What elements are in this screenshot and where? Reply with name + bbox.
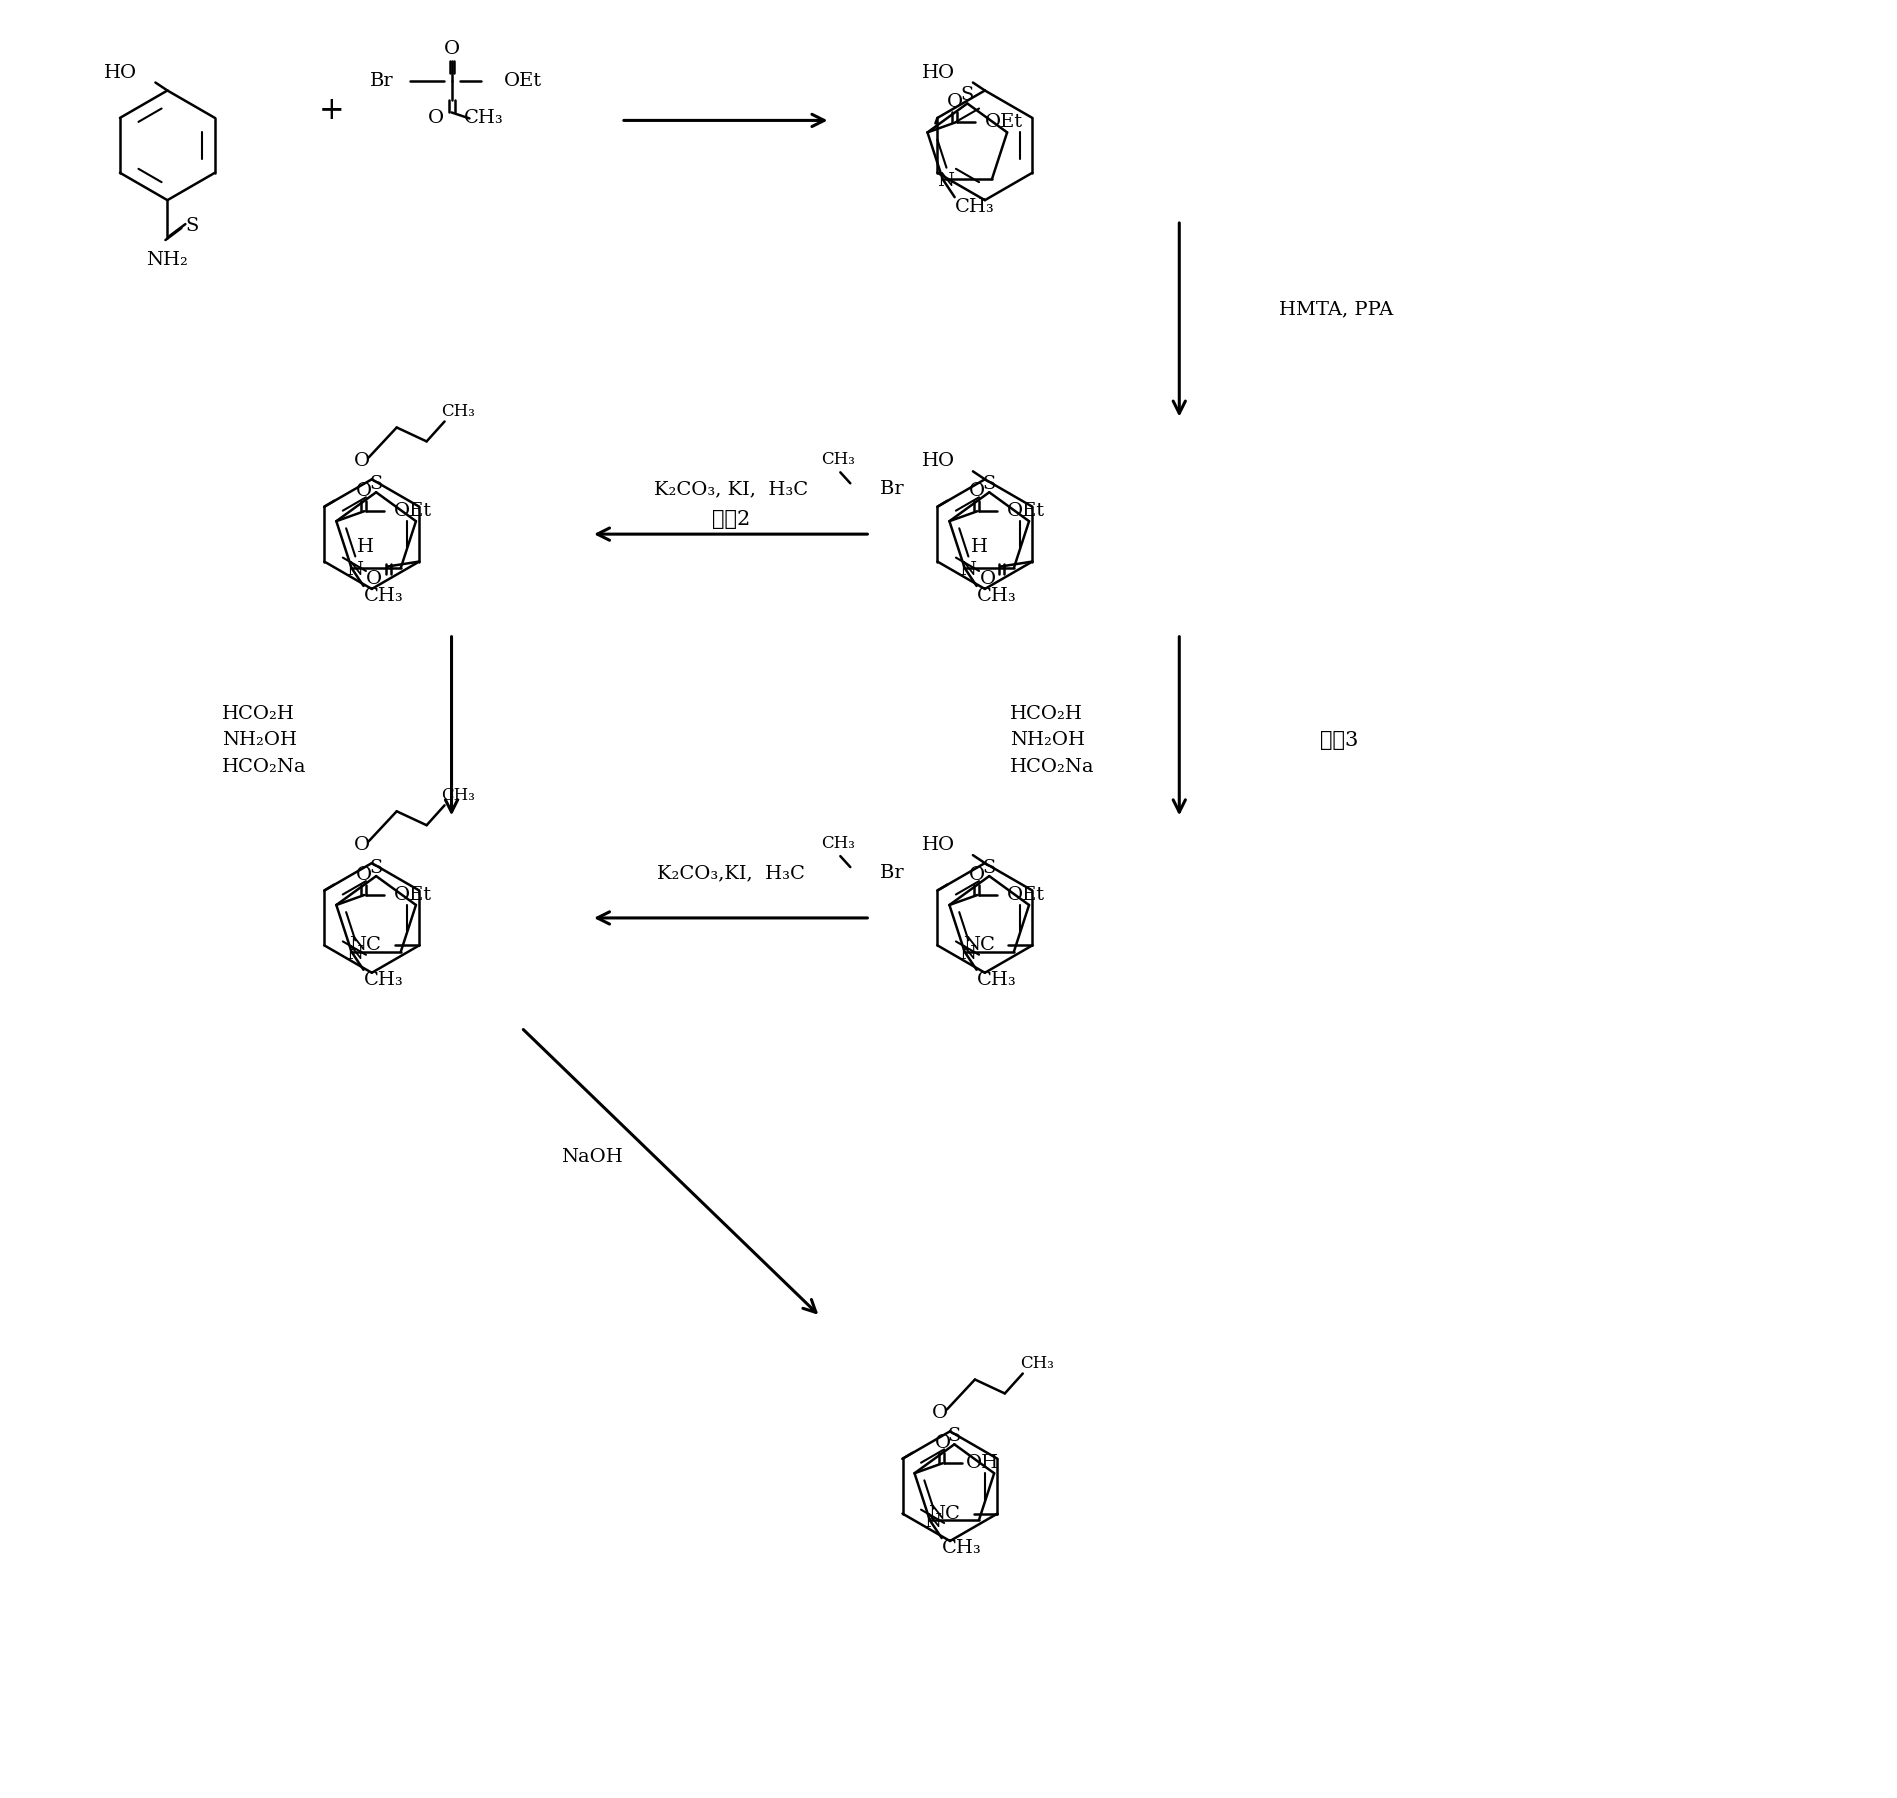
Text: OEt: OEt <box>503 72 541 90</box>
Text: CH₃: CH₃ <box>364 971 404 989</box>
Text: NC: NC <box>928 1505 960 1523</box>
Text: HO: HO <box>922 63 954 81</box>
Text: NH₂OH: NH₂OH <box>1009 732 1085 750</box>
Text: O: O <box>931 1404 948 1422</box>
Text: N: N <box>345 944 362 964</box>
Text: N: N <box>958 561 975 579</box>
Text: K₂CO₃, KI,  H₃C: K₂CO₃, KI, H₃C <box>654 480 808 498</box>
Text: Br: Br <box>856 480 903 498</box>
Text: S: S <box>186 218 199 236</box>
Text: N: N <box>937 173 954 191</box>
Text: OH: OH <box>966 1455 1000 1473</box>
Text: OEt: OEt <box>395 886 433 904</box>
Text: O: O <box>969 482 985 500</box>
Text: HCO₂Na: HCO₂Na <box>222 759 307 777</box>
Text: Br: Br <box>370 72 395 90</box>
Text: H: H <box>357 538 374 556</box>
Text: Br: Br <box>856 865 903 883</box>
Text: OEt: OEt <box>395 502 433 520</box>
Text: CH₃: CH₃ <box>941 1539 981 1557</box>
Text: N: N <box>958 944 975 964</box>
Text: NaOH: NaOH <box>562 1149 622 1167</box>
Text: HO: HO <box>922 836 954 854</box>
Text: NH₂OH: NH₂OH <box>222 732 298 750</box>
Text: OEt: OEt <box>985 113 1024 131</box>
Text: H: H <box>971 538 988 556</box>
Text: HCO₂Na: HCO₂Na <box>1009 759 1095 777</box>
Text: +: + <box>319 95 345 126</box>
Text: CH₃: CH₃ <box>977 586 1017 604</box>
Text: HCO₂H: HCO₂H <box>222 705 296 723</box>
Text: S: S <box>948 1428 962 1446</box>
Text: O: O <box>353 453 370 471</box>
Text: O: O <box>979 570 996 588</box>
Text: NC: NC <box>962 937 994 955</box>
Text: CH₃: CH₃ <box>821 451 856 467</box>
Text: K₂CO₃,KI,  H₃C: K₂CO₃,KI, H₃C <box>656 865 804 883</box>
Text: CH₃: CH₃ <box>364 586 404 604</box>
Text: S: S <box>983 859 996 877</box>
Text: CH₃: CH₃ <box>954 198 994 216</box>
Text: HO: HO <box>104 63 137 81</box>
Text: OEt: OEt <box>1007 886 1045 904</box>
Text: CH₃: CH₃ <box>442 788 476 804</box>
Text: NH₂: NH₂ <box>146 252 188 270</box>
Text: CH₃: CH₃ <box>463 110 503 128</box>
Text: O: O <box>935 1435 950 1453</box>
Text: S: S <box>370 859 383 877</box>
Text: O: O <box>366 570 383 588</box>
Text: O: O <box>427 110 444 128</box>
Text: OEt: OEt <box>1007 502 1045 520</box>
Text: CH₃: CH₃ <box>977 971 1017 989</box>
Text: HO: HO <box>922 453 954 471</box>
Text: HCO₂H: HCO₂H <box>1009 705 1083 723</box>
Text: NC: NC <box>349 937 381 955</box>
Text: 路线3: 路线3 <box>1320 732 1358 750</box>
Text: S: S <box>370 475 383 493</box>
Text: HMTA, PPA: HMTA, PPA <box>1279 300 1392 318</box>
Text: O: O <box>357 482 372 500</box>
Text: CH₃: CH₃ <box>821 834 856 852</box>
Text: S: S <box>960 86 973 104</box>
Text: O: O <box>969 867 985 885</box>
Text: O: O <box>353 836 370 854</box>
Text: O: O <box>947 93 964 111</box>
Text: O: O <box>444 40 459 58</box>
Text: N: N <box>345 561 362 579</box>
Text: CH₃: CH₃ <box>442 403 476 421</box>
Text: O: O <box>357 867 372 885</box>
Text: S: S <box>983 475 996 493</box>
Text: 路线2: 路线2 <box>711 509 749 529</box>
Text: N: N <box>924 1514 941 1532</box>
Text: CH₃: CH₃ <box>1021 1356 1053 1372</box>
